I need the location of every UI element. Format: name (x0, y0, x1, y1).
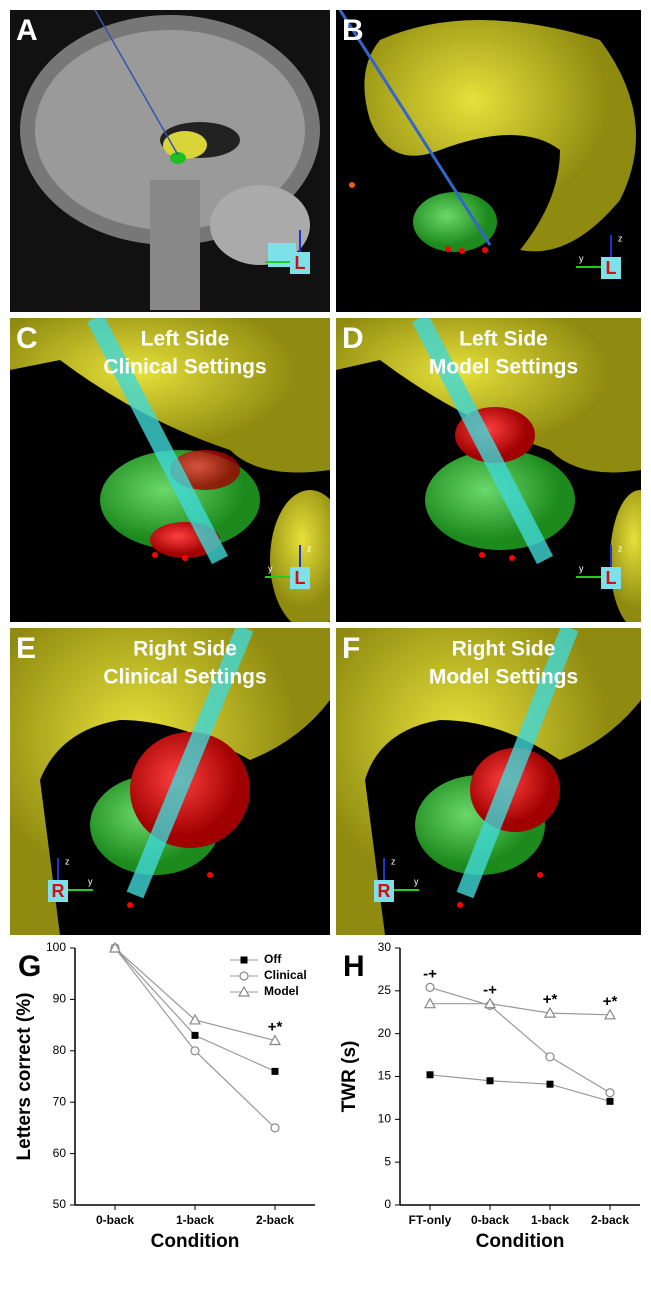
marker (272, 1068, 279, 1075)
marker (547, 1081, 554, 1088)
gizmo-z-label: z (618, 233, 623, 243)
marker (191, 1047, 199, 1055)
gizmo-y-label: y (268, 563, 273, 573)
gizmo-z-label: z (65, 856, 70, 866)
x-tick-label: 2-back (256, 1213, 294, 1227)
marker (192, 1032, 199, 1039)
x-tick-label: 0-back (471, 1213, 509, 1227)
panel-title: Model Settings (429, 666, 578, 689)
x-tick-label: FT-only (409, 1213, 452, 1227)
panel-label: D (342, 322, 364, 355)
x-axis-label: Condition (151, 1231, 240, 1252)
annotation: -+ (483, 982, 497, 999)
y-axis-label: TWR (s) (339, 1041, 360, 1113)
y-tick-label: 15 (378, 1069, 392, 1083)
legend-label: Off (264, 952, 282, 966)
marker (271, 1124, 279, 1132)
y-tick-label: 70 (53, 1094, 67, 1108)
y-tick-label: 30 (378, 940, 392, 954)
panel-label: B (342, 14, 364, 47)
y-axis-label: Letters correct (%) (14, 993, 35, 1161)
panel-label: G (18, 950, 41, 983)
figure: A L B Lz y C Left Side Clinical Settings Lz y D Lef… (0, 0, 651, 1292)
x-tick-label: 2-back (591, 1213, 629, 1227)
marker (607, 1098, 614, 1105)
panel-title: Left Side (141, 328, 230, 351)
panel-title: Left Side (459, 328, 548, 351)
legend-label: Model (264, 984, 299, 998)
y-tick-label: 20 (378, 1026, 392, 1040)
panel-label: F (342, 632, 360, 665)
annotation: +* (543, 991, 558, 1008)
page: A L B Lz y C Left Side Clinical Settings Lz y D Lef… (0, 0, 651, 1292)
gizmo-y-label: y (88, 876, 93, 886)
series-line (430, 1004, 610, 1015)
gizmo-label: L (295, 568, 306, 588)
marker (426, 983, 434, 991)
x-tick-label: 1-back (531, 1213, 569, 1227)
marker (240, 972, 248, 980)
series-line (430, 1075, 610, 1102)
y-tick-label: 25 (378, 983, 392, 997)
x-axis-label: Condition (476, 1231, 565, 1252)
y-tick-label: 10 (378, 1112, 392, 1126)
gizmo-z-label: z (618, 543, 623, 553)
panel-title: Right Side (133, 638, 237, 661)
panel-title: Clinical Settings (103, 356, 266, 379)
panel-label: E (16, 632, 36, 665)
y-tick-label: 5 (384, 1154, 391, 1168)
panel-a-image (10, 10, 330, 312)
annotation: +* (268, 1018, 283, 1035)
panel-title: Right Side (452, 638, 556, 661)
gizmo-label: R (52, 881, 65, 901)
gizmo-y-label: y (414, 876, 419, 886)
marker (546, 1053, 554, 1061)
gizmo-label: L (606, 258, 617, 278)
gizmo-z-label: z (391, 856, 396, 866)
y-tick-label: 100 (46, 940, 66, 954)
marker (606, 1089, 614, 1097)
panel-label: H (343, 950, 365, 983)
gizmo-y-label: y (579, 563, 584, 573)
x-tick-label: 1-back (176, 1213, 214, 1227)
x-tick-label: 0-back (96, 1213, 134, 1227)
gizmo-label: L (295, 253, 306, 273)
panel-label: A (16, 14, 38, 47)
marker (487, 1077, 494, 1084)
y-tick-label: 90 (53, 992, 67, 1006)
y-tick-label: 0 (384, 1197, 391, 1211)
gizmo-z-label: z (307, 543, 312, 553)
series-line (115, 948, 275, 1041)
marker (427, 1071, 434, 1078)
gizmo-y-label: y (579, 253, 584, 263)
panel-title: Model Settings (429, 356, 578, 379)
y-tick-label: 50 (53, 1197, 67, 1211)
gizmo-label: L (606, 568, 617, 588)
annotation: +* (603, 993, 618, 1010)
panel-label: C (16, 322, 38, 355)
gizmo-label: R (378, 881, 391, 901)
annotation: -+ (423, 965, 437, 982)
marker (241, 957, 248, 964)
y-tick-label: 60 (53, 1146, 67, 1160)
panel-title: Clinical Settings (103, 666, 266, 689)
legend-label: Clinical (264, 968, 307, 982)
y-tick-label: 80 (53, 1043, 67, 1057)
